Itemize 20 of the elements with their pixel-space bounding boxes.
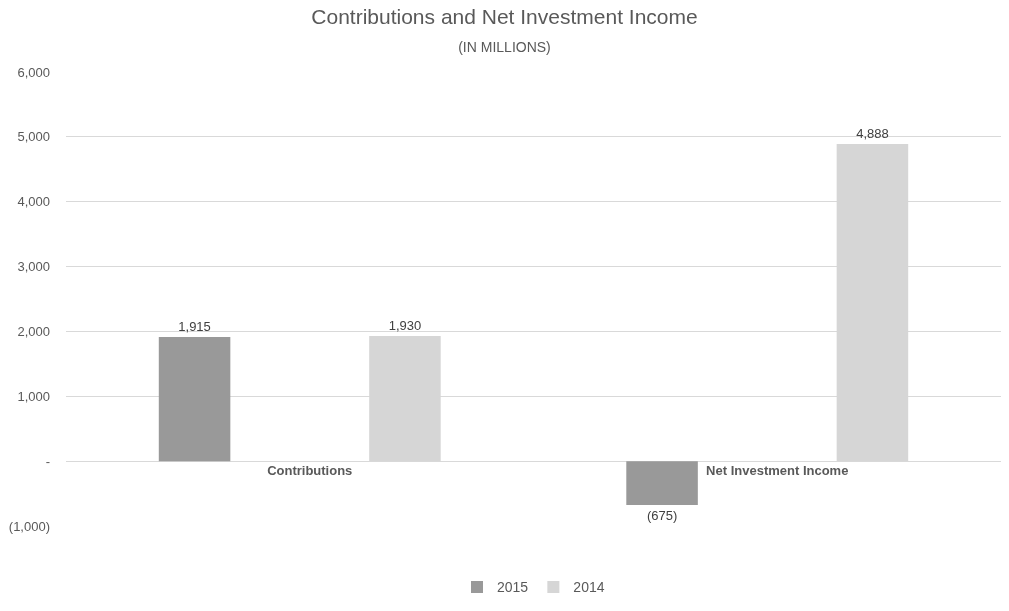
y-tick-label: - xyxy=(45,453,50,469)
x-tick-label: Contributions xyxy=(267,463,353,479)
y-tick-label: 2,000 xyxy=(17,323,50,339)
bar xyxy=(626,461,698,505)
legend-label: 2015 xyxy=(497,579,529,596)
y-tick-label: 6,000 xyxy=(17,64,50,80)
y-tick-label: 5,000 xyxy=(17,129,50,145)
data-label: 1,930 xyxy=(388,317,422,333)
chart-subtitle: (IN MILLIONS) xyxy=(458,38,551,55)
y-tick-label: (1,000) xyxy=(8,518,50,534)
chart-title: Contributions and Net Investment Income xyxy=(311,5,698,29)
x-tick-label: Net Investment Income xyxy=(706,463,849,479)
y-tick-label: 3,000 xyxy=(17,259,50,275)
legend-label: 2014 xyxy=(573,579,605,596)
data-label: (675) xyxy=(646,507,678,523)
data-label: 4,888 xyxy=(856,126,889,142)
data-label: 1,915 xyxy=(178,318,211,334)
y-tick-label: 4,000 xyxy=(17,194,50,210)
y-tick-label: 1,000 xyxy=(17,388,50,404)
bar xyxy=(158,336,231,462)
